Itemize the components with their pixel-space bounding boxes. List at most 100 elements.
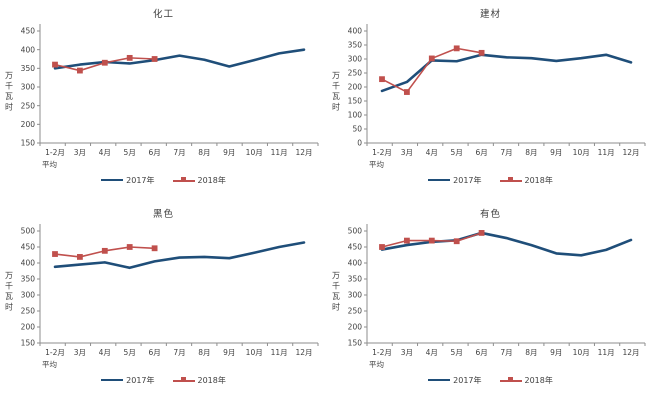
series-marker-2018年 [52,251,58,257]
x-tick-label: 4月 [99,348,111,357]
series-marker-2018年 [428,55,435,62]
x-tick-label: 5月 [124,148,136,157]
chart-title: 建材 [479,9,501,20]
chart-panel-heise: 黑色 500 450 400 350 300 250 200 150 万千瓦时 1-2月 3月 4月 5… [0,200,327,409]
series-marker-2018年 [126,244,133,250]
legend-line-marker-swatch [172,377,195,382]
y-axis-title-char: 万 [5,271,13,280]
x-tick-label: 9月 [550,148,562,157]
y-tick-label: 350 [21,275,36,284]
series-marker-2018年 [126,54,133,61]
legend-line-swatch [428,379,451,382]
series-marker-2018年 [379,244,385,250]
x-tick-label: 7月 [173,148,185,157]
x-tick-label: 12月 [295,348,312,357]
y-axis-title-char: 瓦 [5,292,13,301]
legend-item-2017: 2017年 [101,175,155,186]
series-marker-2018年 [101,59,108,66]
y-tick-label: 150 [21,339,36,348]
x-tick-label: 8月 [525,348,537,357]
x-tick-label: 1-2月 [45,148,65,157]
series-marker-2018年 [428,237,435,244]
series-marker-2018年 [453,45,460,52]
legend-item-2017: 2017年 [101,375,155,386]
legend-label: 2018年 [197,376,226,385]
x-tick-sublabel: 平均 [369,159,384,169]
y-tick-label: 350 [21,64,36,73]
y-tick-label: 200 [348,83,363,92]
chart-title: 有色 [479,209,501,220]
y-tick-label: 100 [348,111,363,120]
series-line-2017年 [53,48,306,70]
y-tick-label: 300 [348,291,363,300]
square-marker-icon [180,377,186,382]
x-tick-label: 7月 [500,148,512,157]
x-tick-label: 7月 [500,348,512,357]
x-tick-label: 6月 [148,348,160,357]
y-axis-title-char: 千 [332,81,340,91]
y-tick-label: 500 [21,227,36,236]
series-marker-2018年 [52,61,58,68]
y-tick-label: 300 [348,55,363,64]
y-axis-title-char: 千 [332,281,340,291]
x-tick-label: 11月 [271,348,288,357]
legend-label: 2017年 [126,376,155,385]
series-marker-2018年 [478,49,485,56]
y-axis-title-char: 千 [5,281,13,291]
x-tick-label: 10月 [246,148,263,157]
x-tick-label: 5月 [124,348,136,357]
y-axis-title-char: 瓦 [5,92,13,101]
x-tick-label: 11月 [598,348,615,357]
x-tick-label: 10月 [573,348,590,357]
series-marker-2018年 [404,89,410,95]
y-tick-label: 0 [357,139,362,148]
x-tick-label: 9月 [223,348,235,357]
x-tick-label: 4月 [99,148,111,157]
y-tick-label: 400 [21,45,36,54]
y-tick-label: 350 [348,275,363,284]
y-tick-label: 450 [348,243,363,252]
legend-item-2017: 2017年 [428,375,482,386]
chart-panel-jiancai: 建材 400 350 300 250 200 150 100 50 0 万千瓦时 1-2月 3月 4月 5… [327,0,654,200]
chart-legend: 2017年 2018年 [0,175,327,186]
series-line-2017年 [53,241,306,270]
x-tick-label: 12月 [295,148,312,157]
x-tick-label: 3月 [74,348,86,357]
y-axis-title-char: 万 [332,271,340,280]
x-tick-label: 1-2月 [372,148,392,157]
y-tick-label: 250 [21,101,36,110]
x-tick-sublabel: 平均 [42,359,57,369]
y-tick-label: 250 [348,307,363,316]
legend-label: 2018年 [524,376,553,385]
legend-line-marker-swatch [499,177,522,182]
square-marker-icon [507,177,513,182]
chart-title: 黑色 [152,209,174,220]
square-marker-icon [507,377,513,382]
y-tick-label: 300 [21,83,36,92]
y-tick-label: 150 [348,97,363,106]
legend-label: 2018年 [197,176,226,185]
legend-item-2018: 2018年 [172,175,226,186]
chart-panel-youse: 有色 500 450 400 350 300 250 200 150 万千瓦时 1-2月 3月 4月 5… [327,200,654,409]
x-tick-label: 10月 [573,148,590,157]
y-axis-title-char: 瓦 [332,92,340,101]
legend-item-2018: 2018年 [172,375,226,386]
y-tick-label: 50 [352,125,362,134]
y-tick-label: 400 [348,27,363,36]
y-axis-title-char: 千 [5,81,13,91]
y-axis-title-char: 时 [332,302,340,312]
x-tick-label: 1-2月 [45,348,65,357]
series-line-2017年 [380,231,633,257]
series-marker-2018年 [379,76,385,83]
x-tick-label: 10月 [246,348,263,357]
legend-line-swatch [101,179,124,182]
series-marker-2018年 [151,245,158,252]
x-tick-sublabel: 平均 [42,159,57,169]
legend-line-swatch [428,179,451,182]
legend-line-swatch [101,379,124,382]
